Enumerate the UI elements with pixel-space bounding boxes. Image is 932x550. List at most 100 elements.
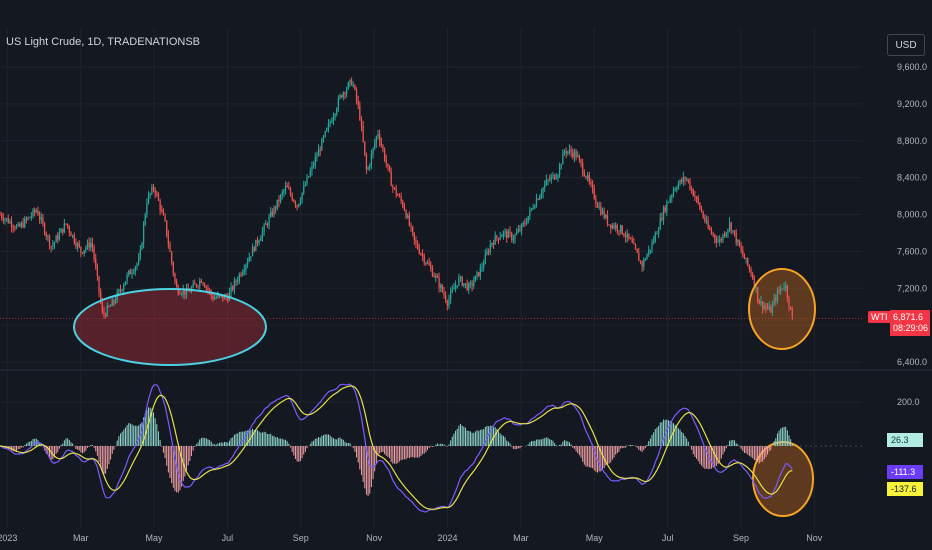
candle-body bbox=[138, 258, 140, 264]
candle-body bbox=[476, 272, 478, 276]
candle-body bbox=[530, 208, 533, 210]
candle-body bbox=[248, 257, 250, 262]
price-axis[interactable]: 9,600.0 9,200.0 8,800.0 8,400.0 8,000.0 7,600… bbox=[897, 62, 927, 407]
current-price-zone-outline bbox=[748, 268, 816, 350]
candle-body bbox=[58, 232, 61, 240]
candle-body bbox=[674, 188, 676, 191]
candle-body bbox=[453, 288, 455, 290]
candle-body bbox=[85, 247, 87, 251]
candle-body bbox=[573, 151, 576, 158]
candle-body bbox=[501, 235, 503, 238]
candle-body bbox=[147, 194, 150, 204]
candle-body bbox=[71, 235, 74, 237]
candle-body bbox=[451, 289, 453, 292]
symbol-tag: WTI bbox=[868, 311, 891, 323]
candle-body bbox=[692, 189, 694, 196]
candle-body bbox=[304, 184, 307, 186]
candle-body bbox=[256, 239, 259, 244]
candle-body bbox=[139, 249, 141, 259]
candle-body bbox=[260, 237, 262, 241]
candle-body bbox=[19, 224, 21, 227]
candle-body bbox=[558, 165, 561, 176]
candle-body bbox=[38, 215, 41, 220]
candle-body bbox=[454, 285, 457, 289]
candle-body bbox=[426, 262, 429, 264]
candle-body bbox=[507, 231, 510, 238]
candle-body bbox=[596, 203, 599, 208]
candle-body bbox=[540, 193, 543, 197]
candle-body bbox=[93, 247, 95, 259]
candle-body bbox=[283, 190, 285, 193]
candle-body bbox=[309, 170, 311, 177]
time-tick-label: Sep bbox=[293, 533, 309, 543]
candle-body bbox=[172, 262, 174, 274]
candle-body bbox=[25, 218, 28, 220]
candle-body bbox=[63, 223, 66, 233]
candle-body bbox=[175, 281, 178, 288]
candle-body bbox=[555, 177, 557, 179]
candle-body bbox=[133, 271, 135, 273]
candle-body bbox=[326, 128, 328, 132]
candle-body bbox=[108, 306, 110, 308]
candle-body bbox=[161, 210, 163, 212]
currency-button[interactable]: USD bbox=[887, 34, 925, 56]
candle-body bbox=[278, 199, 280, 202]
time-tick-label: Sep bbox=[733, 533, 749, 543]
candle-body bbox=[400, 196, 402, 201]
candle-body bbox=[342, 92, 344, 98]
candle-body bbox=[633, 242, 635, 245]
candle-body bbox=[159, 200, 161, 211]
candle-body bbox=[261, 230, 264, 238]
fast-line-readout: -111.3 bbox=[887, 465, 923, 479]
candle-body bbox=[152, 187, 155, 190]
candle-body bbox=[55, 235, 57, 243]
candle-body bbox=[738, 240, 741, 247]
time-axis[interactable]: 2023 Mar May Jul Sep Nov 2024 Mar May Jul Sep Nov bbox=[0, 533, 823, 543]
candle-body bbox=[687, 179, 689, 182]
candle-body bbox=[223, 295, 226, 300]
candle-body bbox=[246, 261, 249, 265]
candle-body bbox=[208, 289, 211, 291]
candle-body bbox=[466, 283, 468, 291]
candle-body bbox=[146, 203, 148, 215]
candle-body bbox=[377, 133, 379, 137]
candle-body bbox=[233, 280, 236, 290]
candle-body bbox=[352, 85, 354, 87]
candle-body bbox=[365, 154, 368, 170]
candle-body bbox=[134, 266, 137, 272]
candle-body bbox=[374, 143, 376, 148]
candle-body bbox=[443, 291, 445, 296]
candle-body bbox=[619, 225, 622, 232]
candle-body bbox=[199, 280, 201, 287]
candle-body bbox=[344, 92, 346, 94]
candle-body bbox=[433, 276, 435, 278]
candle-body bbox=[487, 251, 490, 253]
candle-body bbox=[327, 123, 330, 129]
candle-body bbox=[314, 157, 316, 166]
candle-body bbox=[613, 225, 615, 228]
candle-body bbox=[648, 249, 650, 255]
candle-body bbox=[0, 214, 1, 216]
candle-body bbox=[539, 196, 541, 200]
candle-body bbox=[580, 159, 582, 164]
candle-body bbox=[104, 314, 107, 316]
candle-body bbox=[758, 299, 760, 305]
candle-body bbox=[306, 176, 308, 185]
candle-body bbox=[121, 289, 123, 291]
candle-body bbox=[512, 239, 514, 241]
candle-body bbox=[621, 225, 623, 234]
candle-body bbox=[545, 179, 548, 185]
candle-body bbox=[177, 287, 179, 294]
candle-body bbox=[240, 274, 242, 276]
candle-body bbox=[341, 95, 343, 98]
candle-body bbox=[458, 277, 460, 286]
candle-body bbox=[608, 224, 610, 226]
candle-body bbox=[473, 281, 475, 287]
candle-body bbox=[218, 295, 221, 297]
candle-body bbox=[360, 119, 363, 127]
candle-body bbox=[364, 141, 366, 155]
candle-body bbox=[383, 149, 386, 160]
last-price-tag: 6,871.6 08:29:06 bbox=[890, 310, 930, 336]
time-tick-label: 2023 bbox=[0, 533, 17, 543]
